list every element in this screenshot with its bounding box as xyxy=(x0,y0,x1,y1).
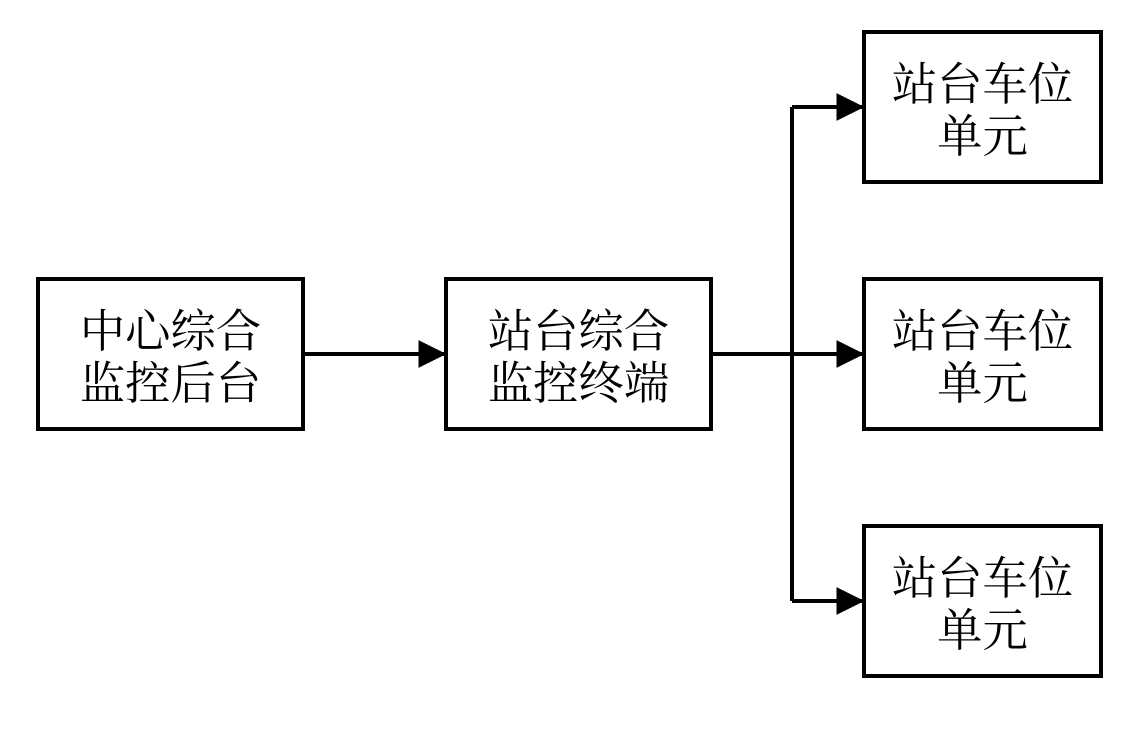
node-unit2-line2: 单元 xyxy=(937,347,1028,412)
node-center-line2: 监控后台 xyxy=(80,347,261,412)
node-unit2: 站台车位单元 xyxy=(862,277,1103,431)
node-center: 中心综合监控后台 xyxy=(36,277,305,431)
node-station: 站台综合监控终端 xyxy=(444,277,713,431)
node-station-line2: 监控终端 xyxy=(488,347,669,412)
node-unit1: 站台车位单元 xyxy=(862,30,1103,184)
flowchart-diagram: 中心综合监控后台站台综合监控终端站台车位单元站台车位单元站台车位单元 xyxy=(0,0,1142,731)
node-unit3: 站台车位单元 xyxy=(862,524,1103,678)
node-unit1-line2: 单元 xyxy=(937,100,1028,165)
node-unit3-line2: 单元 xyxy=(937,594,1028,659)
